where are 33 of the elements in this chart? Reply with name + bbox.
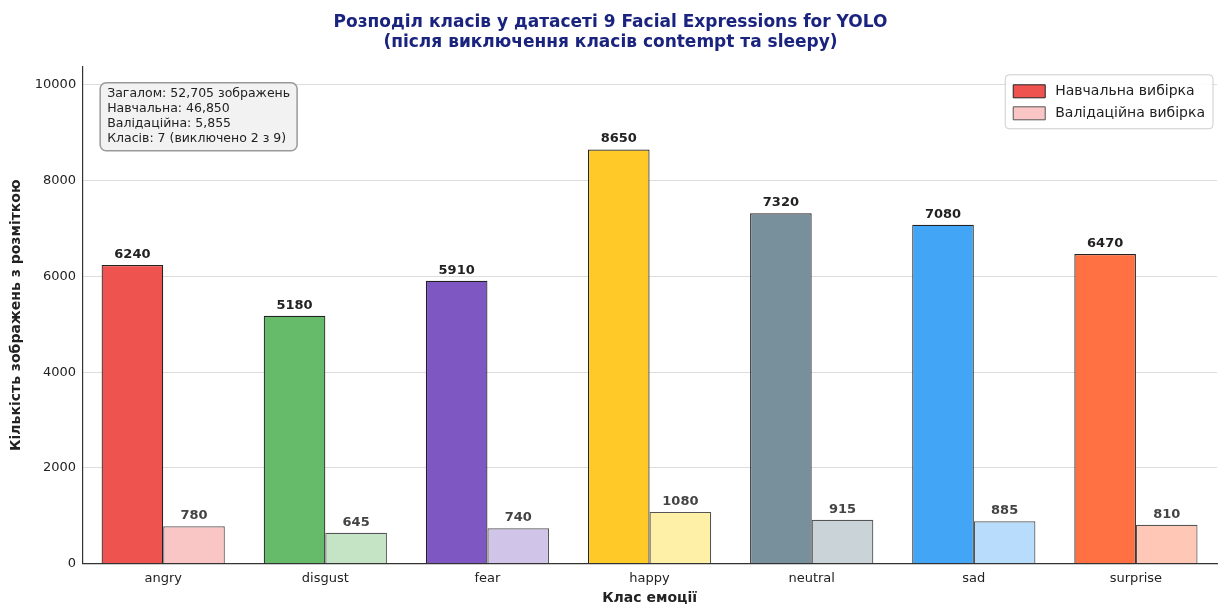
data-label: 810 [1153, 505, 1181, 521]
data-label: 7320 [762, 194, 799, 210]
y-tick-label: 0 [67, 554, 77, 570]
chart-title: Розподіл класів у датасеті 9 Facial Expressions for YOLO (після виключення класів contempt та sleepy) [333, 10, 888, 52]
data-label: 740 [504, 509, 532, 525]
x-tick-label: surprise [1109, 569, 1163, 585]
y-tick-label: 4000 [43, 363, 77, 379]
data-label: 8650 [600, 130, 637, 146]
x-tick-label: neutral [788, 569, 835, 585]
annotation: Загалом: 52,705 зображень Навчальна: 46,850 Валідаційна: 5,855 Класів: 7 (виключено 2 з 9) [107, 85, 291, 146]
data-label: 5910 [438, 261, 475, 277]
x-tick-label: fear [474, 569, 502, 585]
data-label: 5180 [276, 296, 313, 312]
y-tick-label: 10000 [34, 76, 77, 92]
data-label: 6470 [1087, 234, 1124, 250]
data-label: 885 [991, 502, 1019, 518]
data-label: 915 [828, 500, 857, 516]
x-tick-label: angry [144, 569, 183, 585]
data-label: 6240 [114, 245, 151, 261]
y-tick-label: 2000 [43, 459, 77, 475]
y-tick-label: 8000 [43, 172, 77, 188]
x-axis-title: Клас емоції [602, 589, 698, 606]
x-tick-label: disgust [301, 569, 349, 585]
data-label: 7080 [924, 205, 962, 221]
data-label: 645 [342, 513, 370, 529]
legend-label: Навчальна вибірка [1055, 82, 1195, 99]
data-label: 780 [180, 507, 208, 523]
x-tick-label: sad [962, 569, 986, 585]
data-label: 1080 [662, 492, 699, 508]
y-tick-label: 6000 [43, 267, 77, 283]
legend-label: Валідаційна вибірка [1055, 104, 1206, 121]
y-axis-title: Кількість зображень з розміткою [7, 179, 24, 451]
x-tick-label: happy [629, 569, 671, 585]
